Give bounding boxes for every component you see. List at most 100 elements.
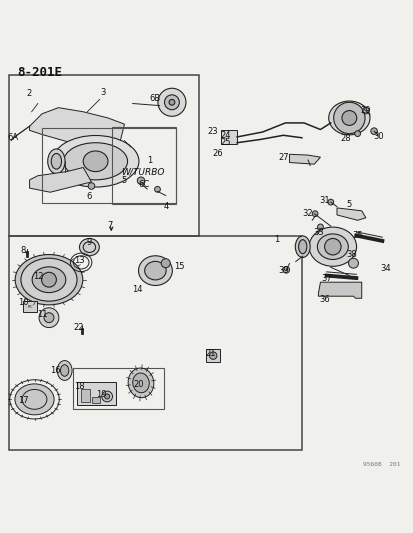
Bar (92, 397, 100, 402)
Circle shape (44, 313, 54, 322)
Bar (23, 301, 37, 312)
Circle shape (161, 259, 170, 268)
Text: 13: 13 (74, 256, 84, 265)
Text: 25: 25 (220, 138, 230, 147)
Ellipse shape (294, 236, 309, 257)
Ellipse shape (145, 261, 166, 280)
Circle shape (209, 352, 216, 359)
Text: 34: 34 (379, 264, 389, 273)
Circle shape (362, 107, 368, 114)
Ellipse shape (328, 101, 369, 135)
Text: 8-201E: 8-201E (17, 67, 62, 79)
Text: 5: 5 (346, 200, 351, 209)
Text: RC: RC (27, 304, 33, 309)
Circle shape (88, 183, 95, 189)
Bar (42, 128, 176, 203)
Ellipse shape (15, 384, 54, 415)
Circle shape (354, 131, 360, 136)
Text: 22: 22 (74, 322, 84, 332)
Text: 24: 24 (220, 131, 230, 140)
Circle shape (341, 110, 356, 125)
Ellipse shape (317, 234, 347, 260)
Text: 38: 38 (345, 249, 356, 259)
Text: 31: 31 (318, 196, 329, 205)
Bar (206, 349, 220, 362)
Text: 1: 1 (274, 235, 279, 244)
Text: W/TURBO: W/TURBO (121, 168, 164, 177)
Circle shape (164, 95, 179, 110)
Bar (77, 382, 116, 405)
Text: 10: 10 (18, 298, 28, 307)
Circle shape (317, 224, 323, 230)
Text: 28: 28 (339, 134, 350, 143)
Circle shape (370, 128, 377, 134)
Circle shape (102, 391, 112, 402)
Text: 33: 33 (312, 228, 323, 237)
Polygon shape (336, 208, 365, 220)
Circle shape (169, 99, 174, 105)
Text: 27: 27 (278, 152, 288, 161)
Text: 17: 17 (18, 396, 28, 405)
Bar (81, 390, 90, 402)
Text: 5: 5 (121, 176, 126, 185)
Ellipse shape (57, 361, 72, 381)
Ellipse shape (15, 255, 83, 305)
Circle shape (157, 88, 185, 116)
Circle shape (154, 187, 160, 192)
Ellipse shape (128, 368, 154, 398)
Ellipse shape (298, 240, 306, 254)
Ellipse shape (47, 149, 65, 174)
Circle shape (282, 266, 289, 273)
Polygon shape (29, 108, 124, 147)
Ellipse shape (52, 135, 139, 187)
Polygon shape (29, 167, 91, 192)
Text: 35: 35 (351, 231, 362, 240)
Text: 7: 7 (107, 221, 112, 230)
Polygon shape (318, 282, 361, 298)
Text: 6B: 6B (150, 94, 161, 103)
Text: 18: 18 (74, 382, 84, 391)
Circle shape (348, 259, 358, 268)
Circle shape (333, 102, 364, 134)
Ellipse shape (138, 256, 172, 286)
Ellipse shape (32, 267, 66, 293)
Ellipse shape (60, 365, 69, 376)
Ellipse shape (64, 143, 127, 180)
Bar (73, 368, 163, 409)
Circle shape (39, 308, 59, 328)
Text: 16: 16 (50, 366, 60, 375)
Text: 9: 9 (87, 238, 92, 247)
Ellipse shape (51, 154, 62, 169)
Text: 39: 39 (278, 266, 288, 275)
Text: 11: 11 (38, 310, 48, 319)
Circle shape (327, 199, 333, 205)
Circle shape (104, 394, 109, 399)
Text: 4: 4 (164, 202, 169, 211)
Ellipse shape (309, 227, 356, 266)
Text: 8: 8 (21, 246, 26, 255)
Text: 95608  201: 95608 201 (363, 462, 400, 466)
Ellipse shape (79, 238, 99, 256)
Circle shape (311, 211, 317, 216)
Circle shape (137, 177, 145, 184)
Text: 14: 14 (131, 285, 142, 294)
Polygon shape (289, 154, 320, 164)
Text: 37: 37 (320, 274, 331, 284)
Text: 2: 2 (26, 88, 31, 98)
Ellipse shape (83, 151, 108, 172)
Text: 36: 36 (318, 295, 329, 304)
Text: 32: 32 (302, 209, 313, 218)
Bar (9, 75, 198, 236)
Text: 20: 20 (133, 379, 144, 389)
Text: 26: 26 (211, 149, 222, 158)
Ellipse shape (133, 373, 149, 393)
Text: 1: 1 (147, 156, 152, 165)
Text: 21: 21 (205, 349, 216, 358)
Text: 30: 30 (372, 132, 382, 141)
Bar (221, 131, 237, 143)
Text: 6: 6 (86, 192, 92, 201)
Circle shape (324, 238, 340, 255)
Text: 3: 3 (100, 88, 105, 97)
Text: 29: 29 (360, 106, 370, 115)
Circle shape (41, 272, 56, 287)
